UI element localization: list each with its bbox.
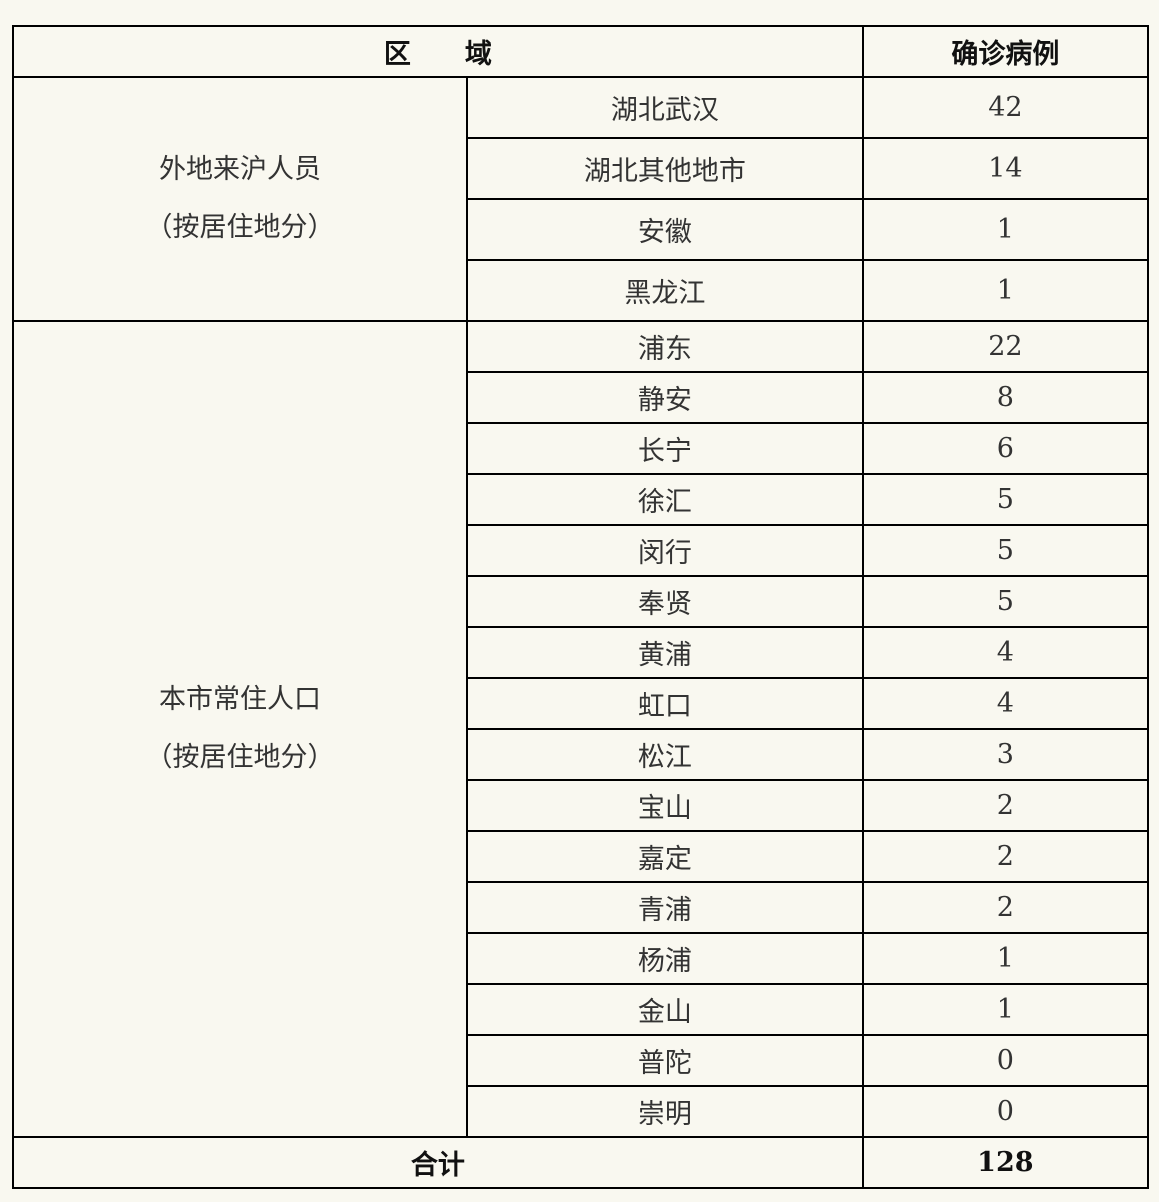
group-label-line: 本市常住人口 bbox=[159, 684, 321, 715]
group-label-line: （按居住地分） bbox=[145, 742, 335, 773]
region-name: 普陀 bbox=[466, 1034, 864, 1087]
region-name: 湖北武汉 bbox=[466, 76, 864, 139]
table-row: 金山 1 bbox=[13, 983, 1150, 1036]
table-row: 奉贤 5 bbox=[13, 575, 1150, 628]
case-count: 4 bbox=[861, 626, 1150, 679]
region-name: 浦东 bbox=[466, 320, 864, 373]
case-count: 8 bbox=[861, 371, 1150, 424]
region-name: 嘉定 bbox=[466, 830, 864, 883]
region-name: 松江 bbox=[466, 728, 864, 781]
table-row: 松江 3 bbox=[13, 728, 1150, 781]
table-row: 闵行 5 bbox=[13, 524, 1150, 577]
region-name: 金山 bbox=[466, 983, 864, 1036]
table-row: 杨浦 1 bbox=[13, 932, 1150, 985]
table-row: 外地来沪人员 （按居住地分） 湖北武汉 42 bbox=[12, 76, 1150, 322]
case-count: 2 bbox=[861, 830, 1150, 883]
header-row: 区 域 确诊病例 bbox=[12, 25, 1150, 78]
table-row: 徐汇 5 bbox=[13, 473, 1150, 526]
region-name: 杨浦 bbox=[466, 932, 864, 985]
table-row: 静安 8 bbox=[13, 371, 1150, 424]
region-name: 宝山 bbox=[466, 779, 864, 832]
case-count: 5 bbox=[861, 575, 1150, 628]
header-cases: 确诊病例 bbox=[861, 25, 1150, 78]
group-label: 本市常住人口 （按居住地分） bbox=[12, 320, 468, 1138]
case-count: 1 bbox=[861, 932, 1150, 985]
case-count: 14 bbox=[861, 137, 1150, 200]
region-name: 湖北其他地市 bbox=[466, 137, 864, 200]
case-count: 42 bbox=[861, 76, 1150, 139]
case-count: 0 bbox=[861, 1034, 1150, 1087]
region-name: 青浦 bbox=[466, 881, 864, 934]
table-row: 长宁 6 bbox=[13, 422, 1150, 475]
case-count: 5 bbox=[861, 524, 1150, 577]
table-row: 嘉定 2 bbox=[13, 830, 1150, 883]
table-row: 安徽 1 bbox=[13, 198, 1150, 261]
region-name: 安徽 bbox=[466, 198, 864, 261]
table-row: 本市常住人口 （按居住地分） 浦东 22 bbox=[12, 320, 1150, 1138]
table-row: 湖北其他地市 14 bbox=[13, 137, 1150, 200]
region-name: 奉贤 bbox=[466, 575, 864, 628]
case-count: 2 bbox=[861, 779, 1150, 832]
total-label: 合计 bbox=[12, 1136, 864, 1189]
case-count: 6 bbox=[861, 422, 1150, 475]
table-row: 青浦 2 bbox=[13, 881, 1150, 934]
header-region: 区 域 bbox=[12, 25, 864, 78]
region-name: 黄浦 bbox=[466, 626, 864, 679]
region-name: 静安 bbox=[466, 371, 864, 424]
case-count: 4 bbox=[861, 677, 1150, 730]
region-name: 崇明 bbox=[466, 1085, 864, 1138]
group-label-line: 外地来沪人员 bbox=[159, 154, 321, 185]
case-count: 2 bbox=[861, 881, 1150, 934]
table-row: 宝山 2 bbox=[13, 779, 1150, 832]
region-name: 长宁 bbox=[466, 422, 864, 475]
region-name: 闵行 bbox=[466, 524, 864, 577]
table-row: 普陀 0 bbox=[13, 1034, 1150, 1087]
table-row: 黑龙江 1 bbox=[13, 259, 1150, 322]
case-count: 3 bbox=[861, 728, 1150, 781]
table-row: 黄浦 4 bbox=[13, 626, 1150, 679]
total-row: 合计 128 bbox=[12, 1136, 1150, 1189]
group-label-line: （按居住地分） bbox=[145, 212, 335, 243]
region-name: 徐汇 bbox=[466, 473, 864, 526]
case-count: 0 bbox=[861, 1085, 1150, 1138]
total-value: 128 bbox=[861, 1136, 1150, 1189]
case-count: 1 bbox=[861, 983, 1150, 1036]
table-row: 崇明 0 bbox=[13, 1085, 1150, 1138]
group-label: 外地来沪人员 （按居住地分） bbox=[12, 76, 468, 322]
region-name: 虹口 bbox=[466, 677, 864, 730]
table-row: 虹口 4 bbox=[13, 677, 1150, 730]
case-count: 1 bbox=[861, 198, 1150, 261]
case-count: 1 bbox=[861, 259, 1150, 322]
case-count: 22 bbox=[861, 320, 1150, 373]
case-table: 区 域 确诊病例 外地来沪人员 （按居住地分） 湖北武汉 42 湖北其他地市 14 安徽 1 黑… bbox=[12, 25, 1150, 1189]
region-name: 黑龙江 bbox=[466, 259, 864, 322]
case-count: 5 bbox=[861, 473, 1150, 526]
